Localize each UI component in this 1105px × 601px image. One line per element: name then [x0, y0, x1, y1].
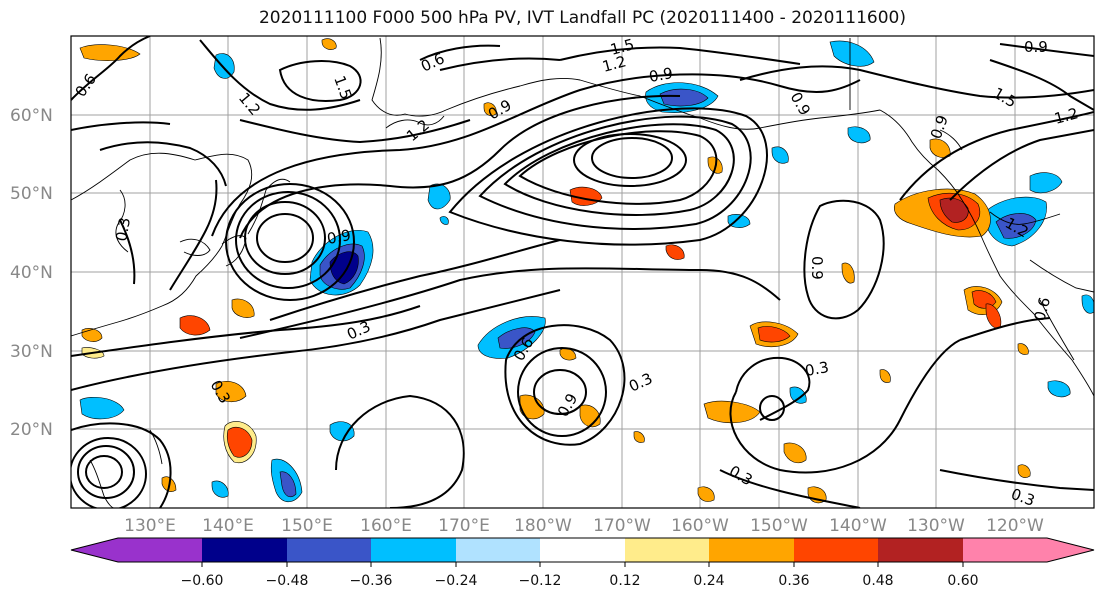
lon-tick-170e: 170°E [438, 516, 490, 536]
latitude-labels: 60°N 50°N 40°N 30°N 20°N [10, 106, 53, 440]
lon-tick-150w: 150°W [750, 516, 808, 536]
pv-label-09-north: 0.9 [648, 64, 675, 86]
lat-tick-30n: 30°N [10, 342, 53, 362]
colorbar-segment-10 [878, 538, 963, 562]
colorbar-tick-label: 0.24 [693, 573, 724, 589]
coastlines [71, 37, 1094, 508]
map-frame [70, 35, 1095, 509]
gridlines [71, 36, 1094, 508]
pv-contours [71, 36, 1094, 508]
lon-tick-120w: 120°W [986, 516, 1044, 536]
lon-tick-160w: 160°W [671, 516, 729, 536]
colorbar-segment-6 [540, 538, 625, 562]
colorbar-segment-9 [794, 538, 878, 562]
colorbar-tick-label: 0.60 [947, 573, 978, 589]
colorbar-segment-7 [625, 538, 709, 562]
longitude-labels: 130°E 140°E 150°E 160°E 170°E 180°W 170°… [124, 516, 1044, 536]
colorbar-extend-low [71, 538, 118, 562]
lon-tick-170w: 170°W [593, 516, 651, 536]
colorbar-tick-label: 0.48 [862, 573, 893, 589]
lat-tick-60n: 60°N [10, 106, 53, 126]
lon-tick-140w: 140°W [829, 516, 887, 536]
filled-pv-anomaly [79, 38, 1094, 504]
pv-label-15-north: 1.5 [608, 35, 636, 59]
lon-tick-140e: 140°E [202, 516, 254, 536]
lon-tick-160e: 160°E [360, 516, 412, 536]
pv-label-03-east: 0.3 [804, 358, 831, 380]
pv-label-03-west: 0.3 [112, 216, 134, 243]
chart-title: 2020111100 F000 500 hPa PV, IVT Landfall… [258, 8, 906, 28]
pv-label-12-north: 1.2 [600, 52, 628, 76]
colorbar-tick-label: −0.24 [435, 573, 478, 589]
lon-tick-130e: 130°E [124, 516, 176, 536]
colorbar-tick-label: −0.12 [519, 573, 562, 589]
colorbar-segment-1 [118, 538, 202, 562]
colorbar-ticks [201, 562, 964, 567]
colorbar-segment-5 [456, 538, 540, 562]
colorbar-segment-2 [202, 538, 287, 562]
colorbar-tick-label: −0.36 [350, 573, 393, 589]
lat-tick-50n: 50°N [10, 184, 53, 204]
lat-tick-40n: 40°N [10, 263, 53, 283]
lat-tick-20n: 20°N [10, 420, 53, 440]
lon-tick-150e: 150°E [281, 516, 333, 536]
colorbar-tick-label: −0.48 [266, 573, 309, 589]
pv-label-09-se: 0.9 [808, 256, 826, 280]
lon-tick-130w: 130°W [907, 516, 965, 536]
colorbar-extend-high [1047, 538, 1094, 562]
colorbar-outline [70, 537, 1095, 563]
lon-tick-180w: 180°W [514, 516, 572, 536]
pv-label-09-low: 0.9 [326, 226, 353, 248]
colorbar-segment-4 [371, 538, 456, 562]
colorbar-segment-11 [963, 538, 1047, 562]
pv-label-12-east: 1.2 [1052, 104, 1080, 128]
colorbar-tick-labels: −0.60 −0.48 −0.36 −0.24 −0.12 0.12 0.24 … [181, 573, 979, 589]
colorbar-segment-3 [287, 538, 371, 562]
pv-label-09-ne: 0.9 [1024, 38, 1048, 56]
colorbar-segment-8 [709, 538, 794, 562]
colorbar: −0.60 −0.48 −0.36 −0.24 −0.12 0.12 0.24 … [70, 537, 1095, 589]
colorbar-tick-label: 0.36 [778, 573, 809, 589]
map-panel: 0.6 1.2 1.5 0.6 1.5 1.2 0.9 1.2 0.9 0.9 … [71, 35, 1094, 510]
colorbar-tick-label: 0.12 [609, 573, 640, 589]
colorbar-tick-label: −0.60 [181, 573, 224, 589]
pv-label-06-east: 0.6 [1030, 295, 1054, 323]
pv-label-03-bottom: 0.3 [1009, 485, 1038, 510]
